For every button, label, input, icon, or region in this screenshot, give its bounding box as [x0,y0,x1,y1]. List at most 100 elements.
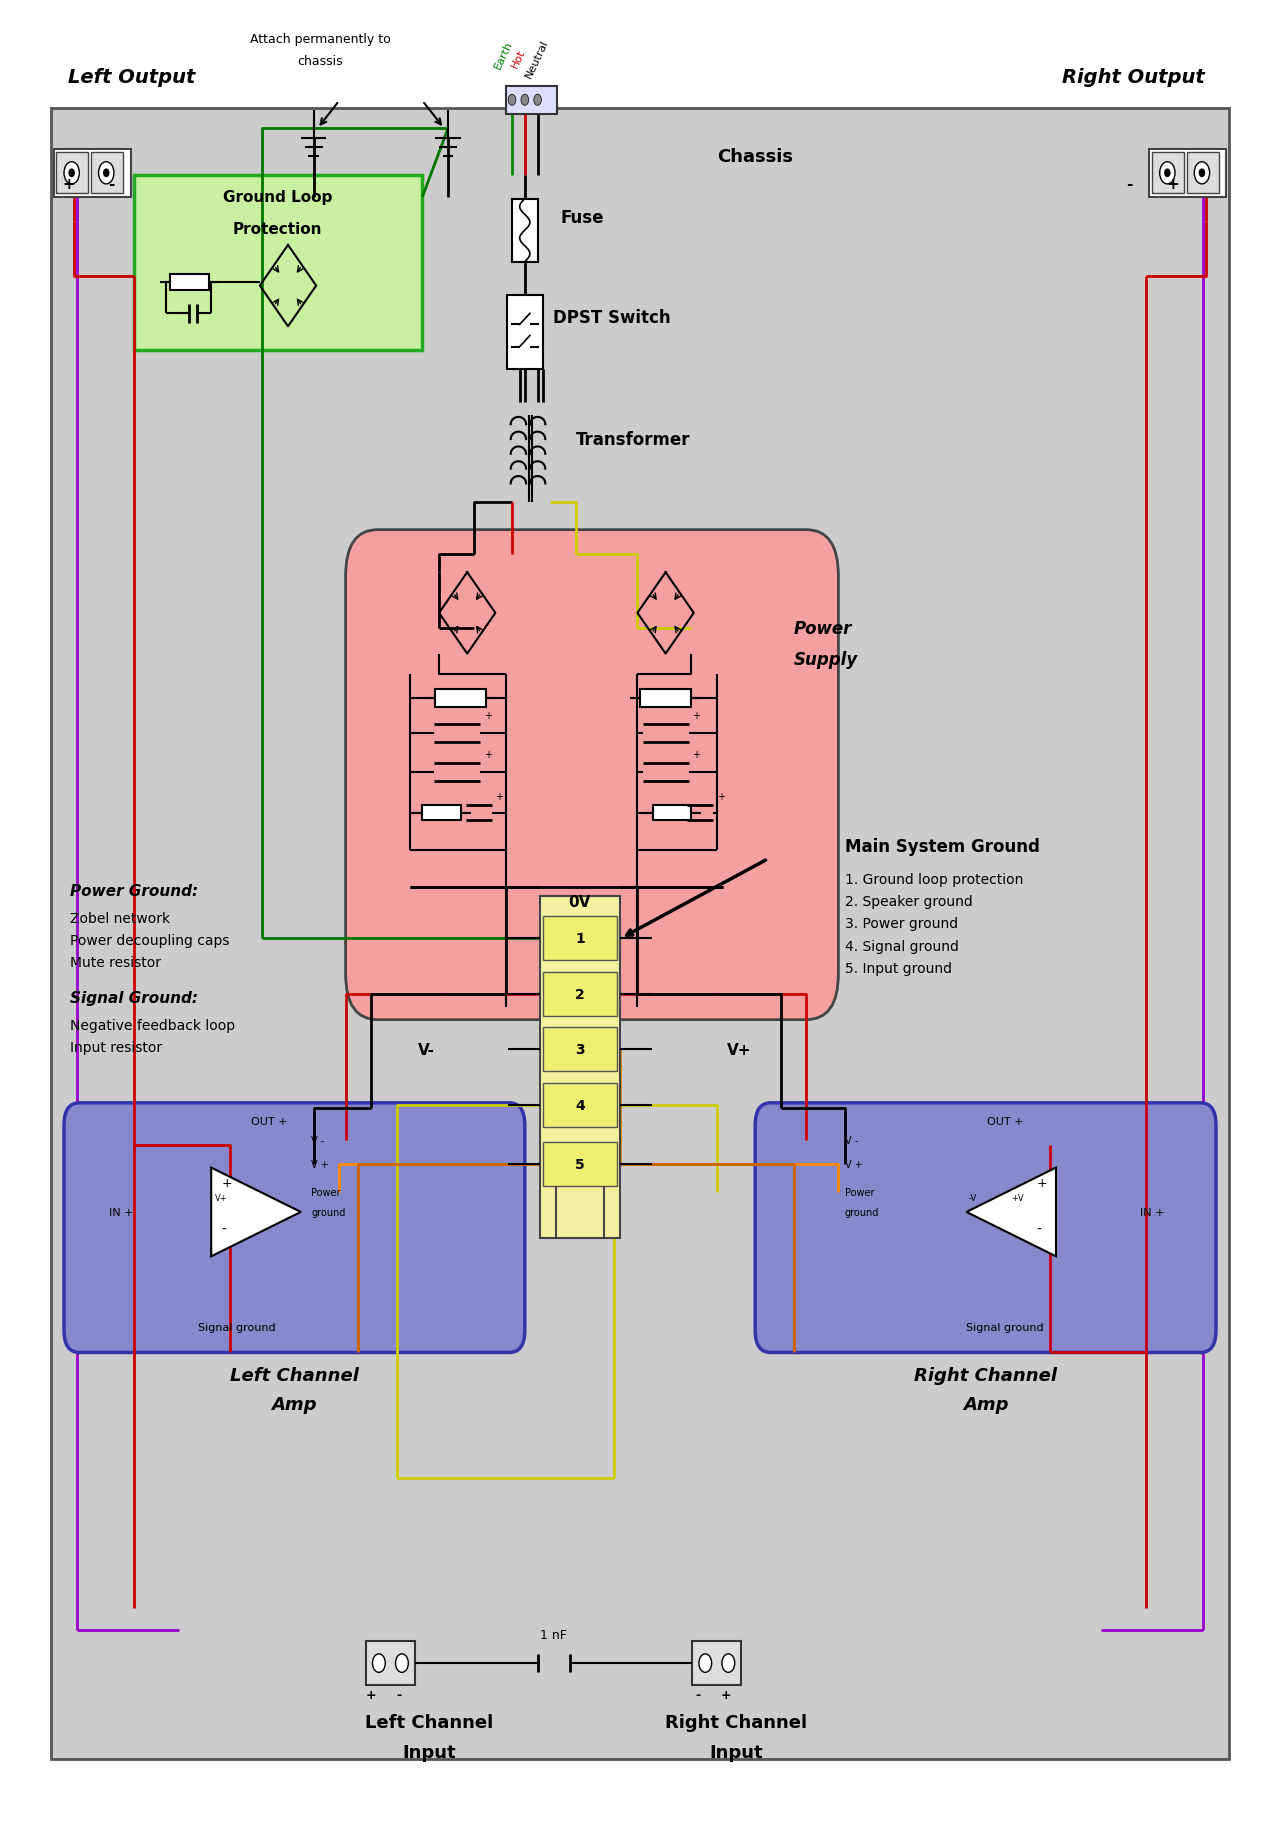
Bar [556,1164,604,1238]
Bar [543,917,617,961]
Bar [543,1027,617,1072]
Text: V +: V + [311,1159,329,1170]
Text: ground: ground [311,1207,346,1218]
Circle shape [1199,170,1204,177]
Bar [435,689,486,708]
Text: V+: V+ [727,1042,751,1057]
Text: 1. Ground loop protection: 1. Ground loop protection [845,872,1023,887]
Text: -: - [695,1687,700,1702]
Text: -: - [1037,1222,1042,1236]
Bar [653,806,691,821]
Bar [508,298,541,368]
Text: Power Ground:: Power Ground: [70,883,198,898]
Bar [366,1641,415,1685]
Text: 3. Power ground: 3. Power ground [845,917,957,931]
Text: -: - [397,1687,402,1702]
Circle shape [69,170,74,177]
Text: Chassis: Chassis [717,148,792,166]
Text: Fuse: Fuse [561,209,604,227]
Text: Signal Ground:: Signal Ground: [70,991,198,1005]
Circle shape [1160,163,1175,185]
Text: 3: 3 [575,1042,585,1057]
Text: Mute resistor: Mute resistor [70,955,161,970]
Text: Left Output: Left Output [68,68,196,87]
Text: +V: +V [1011,1194,1024,1201]
FancyBboxPatch shape [755,1103,1216,1353]
Circle shape [722,1654,735,1672]
Text: Transformer: Transformer [576,431,690,449]
Bar [51,109,1229,1759]
Text: 5: 5 [575,1157,585,1172]
Text: Amp: Amp [271,1395,317,1414]
Text: 4: 4 [575,1098,585,1112]
Polygon shape [966,1168,1056,1257]
Bar [506,87,557,115]
Text: Right Output: Right Output [1062,68,1206,87]
Text: +: + [721,1687,731,1702]
Text: V -: V - [845,1135,858,1146]
Text: DPST Switch: DPST Switch [553,309,671,327]
Bar [543,972,617,1016]
Circle shape [534,96,541,107]
Bar [512,200,538,262]
Text: chassis: chassis [297,55,343,68]
Bar [507,296,543,370]
Text: Amp: Amp [963,1395,1009,1414]
Text: Protection: Protection [233,222,323,237]
Text: V -: V - [311,1135,324,1146]
Text: Left Channel: Left Channel [365,1713,493,1732]
Circle shape [64,163,79,185]
Bar [692,1641,741,1685]
Text: -: - [1126,177,1132,192]
Text: Main System Ground: Main System Ground [845,837,1039,856]
Text: IN +: IN + [109,1207,134,1218]
Text: ground: ground [845,1207,879,1218]
Text: +: + [717,793,724,802]
Text: +: + [63,177,76,192]
Text: V-: V- [419,1042,435,1057]
Text: 0V: 0V [568,894,591,909]
Circle shape [396,1654,408,1672]
Circle shape [104,170,109,177]
Text: Left Channel: Left Channel [230,1366,358,1384]
Bar [640,689,691,708]
Text: 2. Speaker ground: 2. Speaker ground [845,894,973,909]
Text: Zobel network: Zobel network [70,911,170,926]
Text: OUT +: OUT + [987,1116,1023,1127]
Text: 2: 2 [575,987,585,1002]
Circle shape [1194,163,1210,185]
FancyBboxPatch shape [346,530,838,1020]
Circle shape [508,96,516,107]
Text: Power: Power [311,1186,340,1198]
Text: 1: 1 [575,931,585,946]
Text: Hot: Hot [509,48,527,70]
Bar [134,176,422,351]
Text: Ground Loop: Ground Loop [223,190,333,205]
Text: -V: -V [969,1194,977,1201]
Text: Input: Input [402,1743,456,1761]
Text: Neutral: Neutral [524,39,550,79]
Bar [91,153,123,194]
Circle shape [372,1654,385,1672]
Text: +: + [484,750,492,760]
Text: +: + [1166,177,1179,192]
Bar [1149,150,1226,198]
Text: Input resistor: Input resistor [70,1040,163,1055]
Bar [170,274,209,292]
Circle shape [521,96,529,107]
Text: IN +: IN + [1139,1207,1165,1218]
Text: +: + [366,1687,376,1702]
Bar [543,1083,617,1127]
Text: Right Channel: Right Channel [664,1713,808,1732]
Text: Earth: Earth [493,41,515,70]
Text: V +: V + [845,1159,863,1170]
Bar [54,150,131,198]
Text: +: + [495,793,503,802]
Circle shape [99,163,114,185]
Text: Signal ground: Signal ground [966,1321,1043,1332]
Text: +: + [484,711,492,721]
Text: 4. Signal ground: 4. Signal ground [845,939,959,954]
Text: +: + [1037,1175,1047,1190]
Bar [1152,153,1184,194]
Bar [1187,153,1219,194]
